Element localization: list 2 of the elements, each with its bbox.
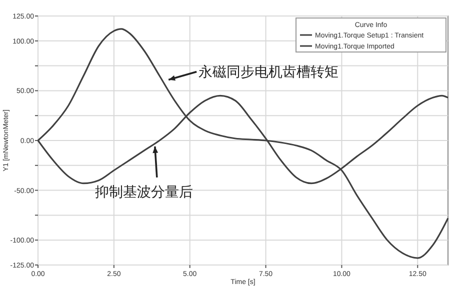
annotation: 永磁同步电机齿槽转矩 [198, 64, 339, 81]
annotation: 抑制基波分量后 [94, 184, 193, 200]
